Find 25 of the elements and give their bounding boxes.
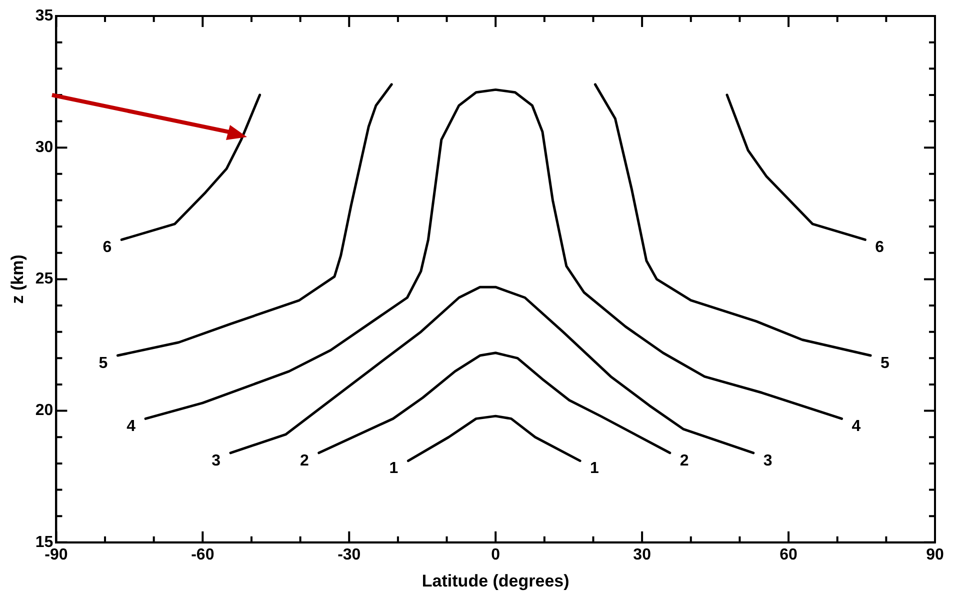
x-tick-label: 30 <box>633 546 652 564</box>
y-axis-title: z (km) <box>8 254 27 304</box>
series-label: 2 <box>300 452 309 470</box>
x-tick-label: -60 <box>191 546 214 564</box>
series-label: 5 <box>98 354 108 372</box>
text: 2 <box>680 452 689 470</box>
text: 3 <box>763 452 772 470</box>
x-tick-label: 0 <box>491 546 500 564</box>
x-tick-label: -30 <box>338 546 361 564</box>
text: 1 <box>590 460 599 478</box>
text: 5 <box>880 354 890 372</box>
series-label: 6 <box>102 239 112 256</box>
y-tick-label: 35 <box>35 7 54 24</box>
x-tick-label: 90 <box>926 546 944 564</box>
text: 6 <box>875 239 884 256</box>
text: 4 <box>852 418 861 436</box>
x-tick-label: -90 <box>44 546 68 564</box>
x-axis-title: Latitude (degrees) <box>422 571 570 590</box>
x-tick-label: 60 <box>780 546 798 564</box>
y-tick-label: 20 <box>35 402 54 420</box>
series-label: 4 <box>126 418 136 436</box>
y-tick-label: 25 <box>35 270 54 288</box>
series-label: 3 <box>212 452 221 470</box>
series-label: 1 <box>389 460 398 478</box>
y-tick-label: 30 <box>35 139 54 156</box>
